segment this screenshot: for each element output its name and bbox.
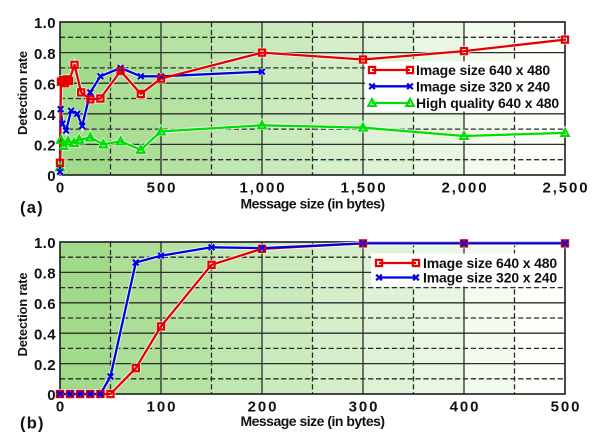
svg-text:Image size 640 x 480: Image size 640 x 480 xyxy=(416,62,550,78)
svg-text:1.0: 1.0 xyxy=(34,235,56,252)
svg-text:0.6: 0.6 xyxy=(34,296,56,313)
svg-text:Detection rate: Detection rate xyxy=(15,273,30,357)
svg-text:High quality 640 x 480: High quality 640 x 480 xyxy=(416,95,559,111)
svg-text:0.2: 0.2 xyxy=(34,357,56,374)
svg-text:Message size (in bytes): Message size (in bytes) xyxy=(240,196,384,212)
svg-text:200: 200 xyxy=(248,399,279,416)
svg-text:0.8: 0.8 xyxy=(34,46,56,63)
svg-text:0.4: 0.4 xyxy=(34,326,56,343)
svg-text:0: 0 xyxy=(56,399,66,416)
svg-text:Image size 320 x 240: Image size 320 x 240 xyxy=(423,270,557,286)
svg-text:1.0: 1.0 xyxy=(34,15,56,32)
svg-text:0.2: 0.2 xyxy=(34,138,56,155)
svg-text:2,000: 2,000 xyxy=(441,180,488,197)
svg-text:1,500: 1,500 xyxy=(340,180,387,197)
svg-text:0: 0 xyxy=(47,387,56,404)
svg-text:Image size 640 x 480: Image size 640 x 480 xyxy=(423,255,557,271)
svg-text:2,500: 2,500 xyxy=(542,180,589,197)
svg-text:400: 400 xyxy=(450,399,481,416)
svg-text:(a): (a) xyxy=(20,199,44,217)
svg-text:0: 0 xyxy=(47,168,56,185)
svg-text:Image size 320 x 240: Image size 320 x 240 xyxy=(416,78,550,94)
svg-text:0.8: 0.8 xyxy=(34,266,56,283)
svg-text:Detection rate: Detection rate xyxy=(15,51,30,135)
svg-text:500: 500 xyxy=(147,180,178,197)
svg-text:500: 500 xyxy=(551,399,582,416)
svg-text:0.4: 0.4 xyxy=(34,107,56,124)
svg-text:0: 0 xyxy=(56,180,66,197)
svg-text:Message size (in bytes): Message size (in bytes) xyxy=(240,413,384,429)
svg-text:0.6: 0.6 xyxy=(34,76,56,93)
svg-text:100: 100 xyxy=(147,399,178,416)
svg-text:(b): (b) xyxy=(20,414,45,432)
svg-text:300: 300 xyxy=(349,399,380,416)
svg-text:1,000: 1,000 xyxy=(239,180,286,197)
